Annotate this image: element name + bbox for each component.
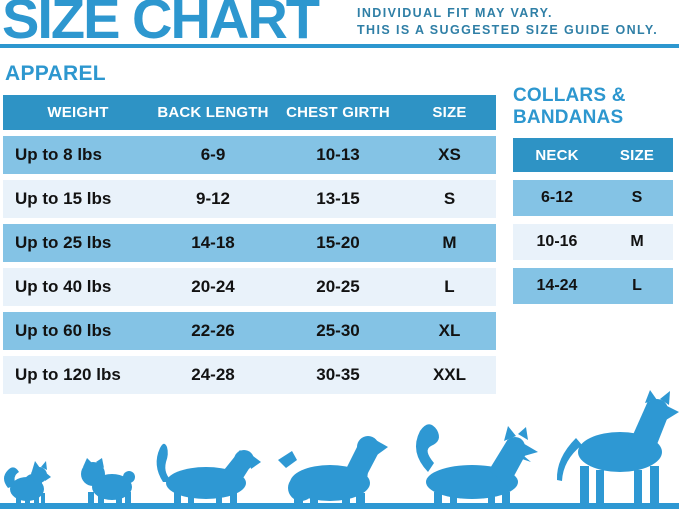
cell-back-length: 22-26 — [191, 321, 235, 340]
cell-back-length: 14-18 — [191, 233, 235, 252]
cell-chest-girth: 10-13 — [316, 145, 360, 164]
cell-chest-girth: 25-30 — [316, 321, 360, 340]
apparel-size-table: WEIGHT BACK LENGTH CHEST GIRTH SIZE Up t… — [3, 95, 496, 394]
cell-size: XL — [438, 321, 461, 340]
cell-weight: Up to 60 lbs — [15, 321, 112, 340]
ground-line — [0, 503, 679, 509]
collars-size-table: NECK SIZE 6-12 S 10-16 M 14-24 L — [513, 138, 673, 304]
cell-back-length: 6-9 — [200, 145, 226, 164]
apparel-header-row: WEIGHT BACK LENGTH CHEST GIRTH SIZE — [3, 95, 496, 130]
cell-chest-girth: 20-25 — [316, 277, 360, 296]
dog-cocker-spaniel-silhouette — [278, 436, 388, 506]
apparel-row-l: Up to 40 lbs 20-24 20-25 L — [3, 268, 496, 306]
column-header-size: SIZE — [619, 146, 655, 164]
cell-size: S — [631, 189, 643, 206]
apparel-row-xl: Up to 60 lbs 22-26 25-30 XL — [3, 312, 496, 350]
cell-neck: 10-16 — [536, 233, 578, 250]
cell-size: XXL — [432, 365, 467, 384]
fit-disclaimer: INDIVIDUAL FIT MAY VARY. THIS IS A SUGGE… — [357, 5, 658, 38]
cell-size: M — [442, 233, 457, 252]
column-header-back-length: BACK LENGTH — [157, 104, 269, 121]
collars-heading-line2: BANDANAS — [513, 107, 624, 128]
apparel-row-m: Up to 25 lbs 14-18 15-20 M — [3, 224, 496, 262]
fit-disclaimer-line1: INDIVIDUAL FIT MAY VARY. — [357, 6, 553, 20]
cell-weight: Up to 25 lbs — [15, 233, 112, 252]
cell-weight: Up to 120 lbs — [15, 365, 121, 384]
collars-row-l: 14-24 L — [513, 268, 673, 304]
cell-size: M — [630, 233, 644, 250]
column-header-neck: NECK — [535, 146, 579, 164]
cell-back-length: 9-12 — [195, 189, 231, 208]
fit-disclaimer-line2: THIS IS A SUGGESTED SIZE GUIDE ONLY. — [357, 22, 659, 37]
cell-size: S — [443, 189, 456, 208]
cell-weight: Up to 40 lbs — [15, 277, 112, 296]
dog-husky-silhouette — [415, 424, 538, 506]
apparel-row-s: Up to 15 lbs 9-12 13-15 S — [3, 180, 496, 218]
column-header-chest-girth: CHEST GIRTH — [286, 104, 390, 121]
cell-back-length: 24-28 — [191, 365, 235, 384]
dog-pomeranian-silhouette — [4, 461, 51, 506]
collars-heading-line1: COLLARS & — [513, 85, 626, 106]
dog-great-dane-silhouette — [556, 390, 679, 506]
apparel-heading: APPAREL — [5, 62, 106, 85]
collars-row-m: 10-16 M — [513, 224, 673, 260]
cell-neck: 14-24 — [536, 277, 578, 294]
size-chart-title: SIZE CHART — [2, 0, 320, 50]
cell-size: L — [632, 277, 642, 294]
cell-chest-girth: 15-20 — [316, 233, 360, 252]
cell-weight: Up to 8 lbs — [15, 145, 102, 164]
cell-chest-girth: 30-35 — [316, 365, 360, 384]
dog-pug-silhouette — [81, 458, 135, 506]
apparel-row-xs: Up to 8 lbs 6-9 10-13 XS — [3, 136, 496, 174]
cell-size: XS — [438, 145, 461, 164]
column-header-size: SIZE — [432, 104, 467, 121]
collars-bandanas-heading: COLLARS & BANDANAS — [513, 85, 626, 129]
cell-size: L — [444, 277, 455, 296]
collars-header-row: NECK SIZE — [513, 138, 673, 172]
column-header-weight: WEIGHT — [47, 104, 109, 121]
cell-neck: 6-12 — [540, 189, 574, 206]
cell-back-length: 20-24 — [191, 277, 235, 296]
header-divider-rule — [0, 44, 679, 48]
dog-beagle-silhouette — [156, 443, 261, 506]
cell-chest-girth: 13-15 — [316, 189, 360, 208]
apparel-row-xxl: Up to 120 lbs 24-28 30-35 XXL — [3, 356, 496, 394]
cell-weight: Up to 15 lbs — [15, 189, 112, 208]
dog-size-illustration — [0, 390, 679, 509]
collars-row-s: 6-12 S — [513, 180, 673, 216]
